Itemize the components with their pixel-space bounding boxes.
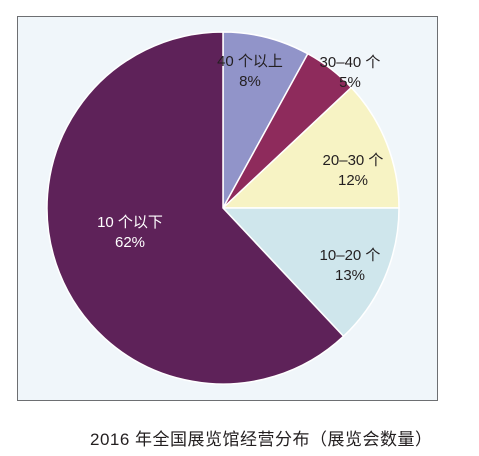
pie-slice	[221, 86, 400, 209]
slice-percent-label: 13%	[335, 267, 365, 284]
chart-caption: 2016 年全国展览馆经营分布（展览会数量）	[90, 430, 433, 449]
slice-label: 30–40 个	[320, 54, 381, 71]
slice-percent-label: 5%	[339, 74, 361, 91]
chart-frame: 40 个以上 8% 30–40 个 5% 20–30 个 12% 10–20 个 13% 10 …	[17, 16, 438, 401]
pie-chart: 40 个以上 8% 30–40 个 5% 20–30 个 12% 10–20 个 13% 10 …	[46, 31, 400, 385]
slice-label: 20–30 个	[323, 152, 384, 169]
slice-label: 40 个以上	[217, 53, 283, 70]
slice-percent-label: 8%	[239, 73, 261, 90]
pie-slice	[221, 207, 400, 338]
slice-percent-label: 12%	[338, 172, 368, 189]
slice-percent-label: 62%	[115, 234, 145, 251]
pie-slice	[222, 31, 309, 209]
pie-slice	[46, 31, 345, 385]
slice-label: 10–20 个	[320, 247, 381, 264]
slice-label: 10 个以下	[97, 214, 163, 231]
